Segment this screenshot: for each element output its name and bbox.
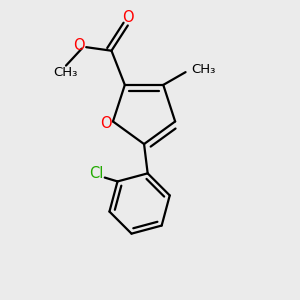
Text: Cl: Cl bbox=[89, 166, 104, 181]
Text: O: O bbox=[74, 38, 85, 53]
Text: O: O bbox=[100, 116, 112, 131]
Text: CH₃: CH₃ bbox=[191, 63, 215, 76]
Text: CH₃: CH₃ bbox=[53, 66, 78, 79]
Text: O: O bbox=[123, 10, 134, 25]
